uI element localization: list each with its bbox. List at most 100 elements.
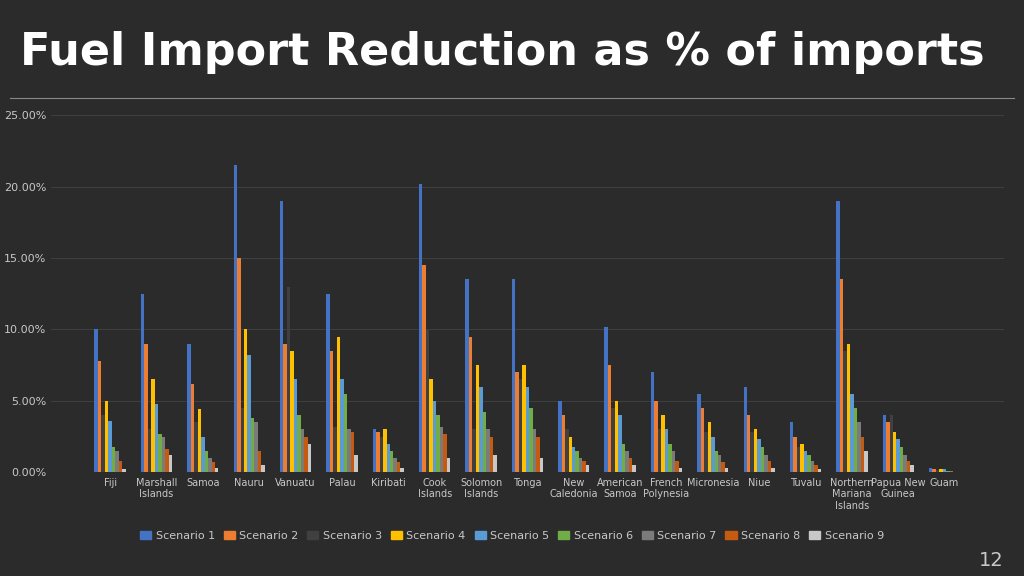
Bar xyxy=(950,471,953,472)
Bar xyxy=(790,422,794,472)
Bar xyxy=(390,451,393,472)
Bar xyxy=(801,444,804,472)
Bar xyxy=(190,384,195,472)
Bar xyxy=(946,471,950,472)
Bar xyxy=(469,336,472,472)
Text: 12: 12 xyxy=(979,551,1004,570)
Legend: Scenario 1, Scenario 2, Scenario 3, Scenario 4, Scenario 5, Scenario 6, Scenario: Scenario 1, Scenario 2, Scenario 3, Scen… xyxy=(135,526,889,545)
Bar xyxy=(572,446,575,472)
Bar xyxy=(147,430,152,472)
Bar xyxy=(297,415,301,472)
Bar xyxy=(304,437,308,472)
Bar xyxy=(476,365,479,472)
Bar xyxy=(654,401,657,472)
Bar xyxy=(169,455,172,472)
Bar xyxy=(187,344,190,472)
Bar xyxy=(936,470,939,472)
Bar xyxy=(929,468,933,472)
Bar xyxy=(751,433,754,472)
Bar xyxy=(807,455,811,472)
Bar xyxy=(340,380,344,472)
Bar xyxy=(284,344,287,472)
Bar xyxy=(939,469,943,472)
Bar xyxy=(840,279,843,472)
Bar xyxy=(907,461,910,472)
Bar xyxy=(886,422,890,472)
Bar xyxy=(611,408,614,472)
Bar xyxy=(743,386,746,472)
Bar xyxy=(657,430,662,472)
Bar xyxy=(122,469,126,472)
Bar xyxy=(308,444,311,472)
Bar xyxy=(651,372,654,472)
Bar xyxy=(614,401,618,472)
Bar xyxy=(380,437,383,472)
Bar xyxy=(715,451,718,472)
Bar xyxy=(144,344,147,472)
Bar xyxy=(522,365,525,472)
Bar xyxy=(215,468,218,472)
Bar xyxy=(665,430,669,472)
Bar xyxy=(622,444,626,472)
Bar xyxy=(287,287,291,472)
Bar xyxy=(512,279,515,472)
Bar xyxy=(205,451,208,472)
Bar xyxy=(280,201,284,472)
Bar xyxy=(419,184,423,472)
Bar xyxy=(804,451,807,472)
Bar xyxy=(854,408,857,472)
Bar xyxy=(98,361,101,472)
Bar xyxy=(669,444,672,472)
Bar xyxy=(465,279,469,472)
Bar xyxy=(301,430,304,472)
Bar xyxy=(722,463,725,472)
Bar xyxy=(489,437,494,472)
Bar xyxy=(711,437,715,472)
Bar xyxy=(347,430,350,472)
Bar xyxy=(248,355,251,472)
Bar xyxy=(910,465,913,472)
Bar xyxy=(672,451,675,472)
Bar xyxy=(376,433,380,472)
Bar xyxy=(294,380,297,472)
Bar xyxy=(237,258,241,472)
Bar xyxy=(718,455,722,472)
Bar xyxy=(708,422,711,472)
Bar xyxy=(515,372,519,472)
Bar xyxy=(764,455,768,472)
Bar xyxy=(141,294,144,472)
Bar xyxy=(350,433,354,472)
Bar xyxy=(575,451,579,472)
Bar xyxy=(519,380,522,472)
Bar xyxy=(327,294,330,472)
Bar xyxy=(883,415,886,472)
Bar xyxy=(890,415,893,472)
Bar xyxy=(344,394,347,472)
Bar xyxy=(433,401,436,472)
Bar xyxy=(112,446,116,472)
Bar xyxy=(893,433,896,472)
Bar xyxy=(583,461,586,472)
Bar xyxy=(152,380,155,472)
Bar xyxy=(629,458,632,472)
Bar xyxy=(201,437,205,472)
Bar xyxy=(472,430,476,472)
Bar xyxy=(818,469,821,472)
Bar xyxy=(754,430,758,472)
Bar xyxy=(443,434,446,472)
Text: Fuel Import Reduction as % of imports: Fuel Import Reduction as % of imports xyxy=(20,31,985,74)
Bar xyxy=(847,344,850,472)
Bar xyxy=(446,458,451,472)
Bar xyxy=(896,439,900,472)
Bar xyxy=(479,386,482,472)
Bar xyxy=(794,437,797,472)
Bar xyxy=(761,446,764,472)
Bar xyxy=(933,469,936,472)
Bar xyxy=(943,469,946,472)
Bar xyxy=(837,201,840,472)
Bar xyxy=(233,165,237,472)
Bar xyxy=(354,455,357,472)
Bar xyxy=(565,430,568,472)
Bar xyxy=(119,461,122,472)
Bar xyxy=(662,415,665,472)
